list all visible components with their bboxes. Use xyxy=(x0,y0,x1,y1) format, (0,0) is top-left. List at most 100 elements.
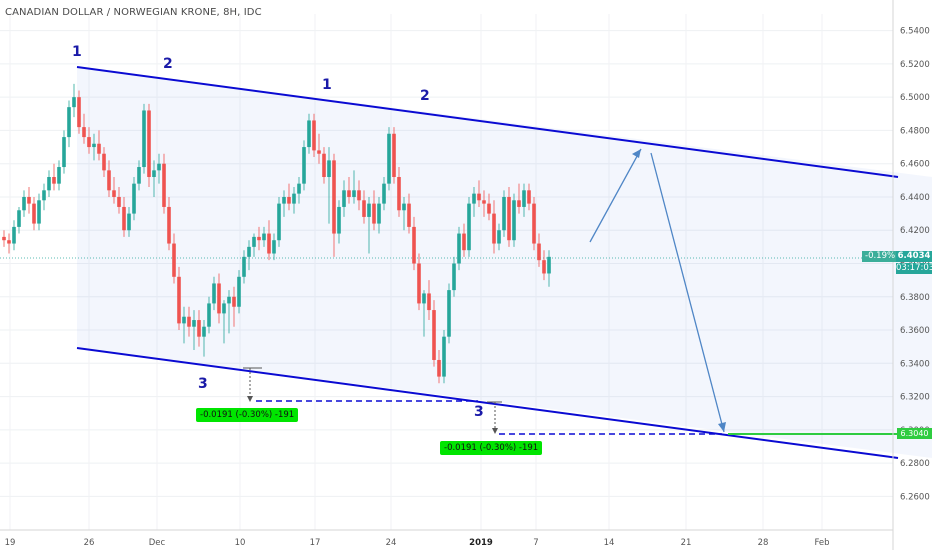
price-change-badge: -0.19% xyxy=(862,251,899,262)
candle xyxy=(497,223,501,251)
candle-body xyxy=(142,110,146,168)
candle-body xyxy=(222,303,226,314)
candle-body xyxy=(52,177,56,184)
candle xyxy=(97,130,101,161)
candle xyxy=(37,193,41,231)
candle xyxy=(117,186,121,214)
candle xyxy=(212,276,216,311)
channel-lower-line[interactable] xyxy=(76,347,899,459)
candle-body xyxy=(187,316,191,327)
projection-arrow-up[interactable] xyxy=(589,148,642,243)
candle xyxy=(407,193,411,234)
candle-body xyxy=(277,203,281,241)
candle-body xyxy=(517,200,521,207)
candle-body xyxy=(182,316,186,324)
candle-body xyxy=(377,203,381,224)
candle xyxy=(52,163,56,191)
candle-body xyxy=(487,203,491,214)
candle xyxy=(482,190,486,217)
candle-body xyxy=(347,190,351,197)
wave-label-1b: 1 xyxy=(322,77,332,93)
candle-body xyxy=(177,276,181,324)
candle xyxy=(502,190,506,237)
candle-body xyxy=(12,226,16,244)
candle xyxy=(432,300,436,367)
candle xyxy=(392,127,396,184)
candle-body xyxy=(22,196,26,211)
candle-body xyxy=(82,127,86,138)
x-tick-label: 17 xyxy=(310,538,321,548)
candle xyxy=(47,170,51,197)
candle xyxy=(512,193,516,247)
candle-body xyxy=(432,310,436,360)
candle-body xyxy=(397,177,401,211)
candle-body xyxy=(522,190,526,207)
candle-body xyxy=(542,260,546,274)
candle-body xyxy=(97,143,101,154)
candle-body xyxy=(417,263,421,304)
candle xyxy=(162,153,166,214)
candle xyxy=(2,230,6,247)
candle xyxy=(457,226,461,271)
candle-body xyxy=(407,203,411,227)
candle-body xyxy=(342,190,346,207)
candle xyxy=(352,170,356,204)
candle-body xyxy=(442,336,446,377)
last-price-tag: -0.19% 6.4034 03:17:03 xyxy=(862,251,932,274)
candle xyxy=(207,296,211,334)
candle-body xyxy=(312,120,316,151)
x-tick-label: 7 xyxy=(533,538,538,548)
candle xyxy=(22,190,26,217)
candle xyxy=(307,113,311,154)
candle-body xyxy=(132,183,136,214)
last-price-value: 6.4034 xyxy=(896,251,932,262)
candle xyxy=(82,113,86,144)
projection-arrow-down[interactable] xyxy=(650,152,725,433)
x-tick-label: 26 xyxy=(84,538,95,548)
candle xyxy=(302,140,306,191)
candle-body xyxy=(207,303,211,327)
candle xyxy=(152,160,156,197)
candle xyxy=(17,206,21,234)
candle-body xyxy=(402,203,406,211)
candle xyxy=(187,306,191,337)
candle-body xyxy=(547,256,551,274)
candle xyxy=(472,186,476,217)
channel-upper-line[interactable] xyxy=(76,66,899,178)
candle xyxy=(272,233,276,261)
candle-body xyxy=(322,153,326,178)
measure-label-1[interactable]: -0.0191 (-0.30%) -191 xyxy=(196,408,299,422)
candle xyxy=(522,183,526,217)
x-tick-label: 21 xyxy=(681,538,692,548)
x-tick-label: 14 xyxy=(604,538,615,548)
candle xyxy=(287,183,291,211)
candle-body xyxy=(237,276,241,307)
candle-body xyxy=(47,177,51,191)
measure-label-2[interactable]: -0.0191 (-0.30%) -191 xyxy=(440,441,543,455)
candle xyxy=(382,177,386,211)
candle-body xyxy=(527,190,531,204)
candle-body xyxy=(332,160,336,234)
candle-body xyxy=(362,200,366,217)
drawings xyxy=(76,66,932,459)
candle-body xyxy=(317,150,321,154)
candle-body xyxy=(112,190,116,197)
candle-body xyxy=(27,196,31,204)
candle xyxy=(452,256,456,297)
candle xyxy=(387,127,391,191)
candle-body xyxy=(147,110,151,178)
candle xyxy=(167,196,171,251)
candle-body xyxy=(507,196,511,241)
projection-arrowhead-up xyxy=(632,149,641,158)
candle-body xyxy=(62,137,66,168)
candle-body xyxy=(117,196,121,207)
candle xyxy=(262,226,266,247)
wave-label-2b: 2 xyxy=(420,88,430,104)
y-tick-label: 6.3400 xyxy=(900,359,930,369)
candle-body xyxy=(497,230,501,244)
candle-body xyxy=(67,107,71,138)
candle-body xyxy=(172,243,176,277)
candle xyxy=(337,200,341,244)
candle-body xyxy=(7,240,11,244)
